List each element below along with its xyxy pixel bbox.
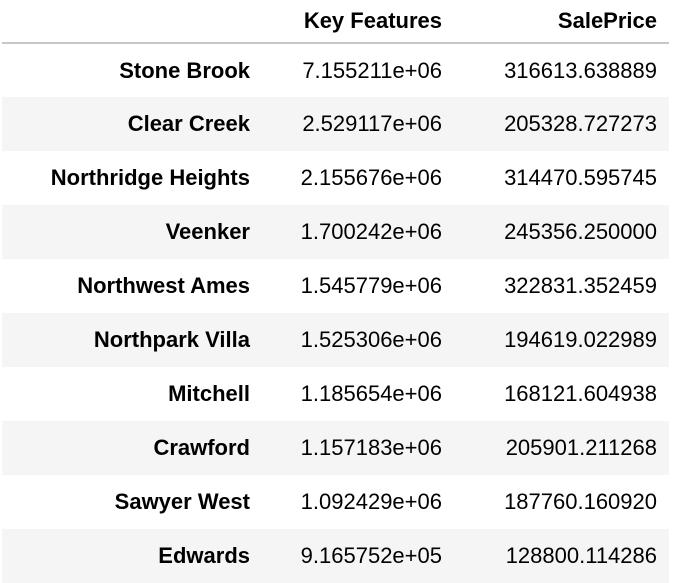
cell-key-features: 9.165752e+05	[300, 543, 442, 568]
index-header	[2, 0, 256, 44]
cell-key-features: 1.525306e+06	[300, 327, 442, 352]
row-label: Mitchell	[168, 381, 250, 406]
row-label: Northwest Ames	[77, 273, 250, 298]
cell-saleprice: 316613.638889	[504, 57, 657, 83]
header-row: Key Features SalePrice	[2, 0, 669, 44]
cell-key-features: 7.155211e+06	[302, 57, 442, 83]
cell-key-features: 1.545779e+06	[300, 273, 442, 298]
table-row: Crawford 1.157183e+06 205901.211268	[2, 421, 669, 475]
table-row: Stone Brook 7.155211e+06 316613.638889	[2, 43, 669, 97]
cell-key-features: 1.700242e+06	[300, 219, 442, 244]
cell-key-features: 1.157183e+06	[300, 435, 442, 460]
table-body: Stone Brook 7.155211e+06 316613.638889 C…	[2, 43, 669, 583]
row-label: Northpark Villa	[93, 327, 250, 352]
row-label: Crawford	[153, 435, 250, 460]
cell-saleprice: 205328.727273	[504, 111, 657, 136]
table-row: Edwards 9.165752e+05 128800.114286	[2, 529, 669, 583]
row-label: Stone Brook	[119, 57, 250, 83]
cell-saleprice: 187760.160920	[504, 489, 657, 514]
row-label: Northridge Heights	[50, 165, 250, 190]
row-label: Edwards	[158, 543, 250, 568]
row-label: Veenker	[165, 219, 250, 244]
column-header-saleprice: SalePrice	[454, 0, 669, 44]
column-header-key-features: Key Features	[256, 0, 454, 44]
cell-key-features: 2.155676e+06	[300, 165, 442, 190]
row-label: Sawyer West	[114, 489, 250, 514]
table-header: Key Features SalePrice	[2, 0, 669, 44]
cell-saleprice: 314470.595745	[504, 165, 657, 190]
cell-saleprice: 194619.022989	[504, 327, 657, 352]
cell-saleprice: 168121.604938	[504, 381, 657, 406]
table-row: Mitchell 1.185654e+06 168121.604938	[2, 367, 669, 421]
cell-saleprice: 128800.114286	[505, 543, 657, 568]
table-row: Northpark Villa 1.525306e+06 194619.0229…	[2, 313, 669, 367]
cell-saleprice: 245356.250000	[504, 219, 657, 244]
cell-saleprice: 205901.211268	[505, 435, 657, 460]
cell-key-features: 2.529117e+06	[302, 111, 442, 136]
table-row: Veenker 1.700242e+06 245356.250000	[2, 205, 669, 259]
table-row: Northridge Heights 2.155676e+06 314470.5…	[2, 151, 669, 205]
row-label: Clear Creek	[127, 111, 250, 136]
table-row: Clear Creek 2.529117e+06 205328.727273	[2, 97, 669, 151]
table-row: Sawyer West 1.092429e+06 187760.160920	[2, 475, 669, 529]
cell-key-features: 1.092429e+06	[300, 489, 442, 514]
cell-saleprice: 322831.352459	[504, 273, 657, 298]
cell-key-features: 1.185654e+06	[300, 381, 442, 406]
table-row: Northwest Ames 1.545779e+06 322831.35245…	[2, 259, 669, 313]
